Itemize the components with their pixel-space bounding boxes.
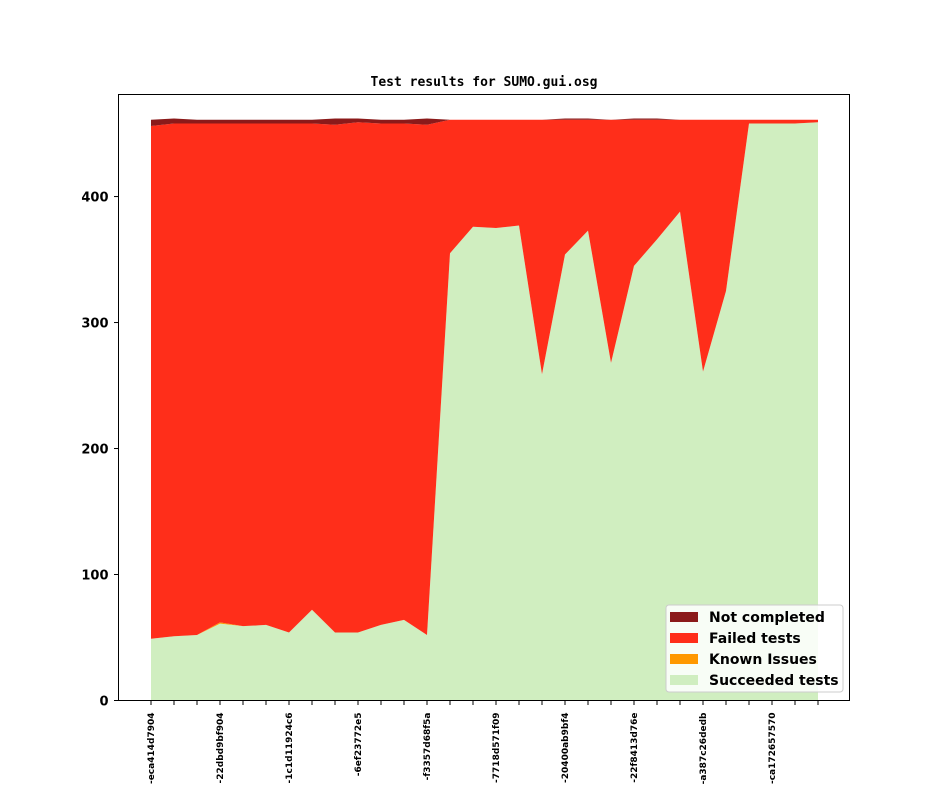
y-tick-label-2: 200 [81, 443, 108, 458]
legend-swatch-0 [670, 612, 698, 622]
legend-box [665, 604, 844, 693]
x-axis: -eca414d7904 -22dbd9bf904 -1c1d11924c6 -6ef… [147, 700, 819, 785]
x-tick-label-2: -1c1d11924c6 [285, 713, 295, 784]
legend-swatch-2 [670, 654, 698, 664]
legend-swatch-3 [670, 675, 698, 685]
stacked-areas [151, 118, 818, 701]
x-tick-label-9: -ca172657570 [768, 713, 778, 785]
x-tick-label-3: -6ef23772e5 [354, 713, 364, 777]
area-series-3 [151, 118, 818, 126]
x-tick-label-4: -f3357d68f5a [423, 713, 433, 781]
x-tick-label-0: -eca414d7904 [147, 713, 157, 785]
y-axis: 0 100 200 300 400 [81, 191, 119, 710]
chart-title: Test results for SUMO.gui.osg [371, 75, 598, 90]
legend-label-3: Succeeded tests [709, 673, 839, 689]
y-tick-label-3: 300 [81, 317, 108, 332]
x-tick-label-8: -a387c26dedb [699, 712, 709, 784]
x-tick-label-7: -22f8413d76e [630, 713, 640, 783]
area-series-0 [151, 122, 818, 701]
y-tick-label-0: 0 [99, 695, 108, 710]
legend-swatch-1 [670, 633, 698, 643]
legend-label-1: Failed tests [709, 631, 801, 647]
x-tick-label-6: -20400ab9bf4 [561, 713, 571, 783]
x-tick-label-1: -22dbd9bf904 [216, 713, 226, 784]
legend-label-0: Not completed [709, 610, 825, 626]
y-tick-label-1: 100 [81, 569, 108, 584]
legend: Not completed Failed tests Known Issues Suc… [665, 604, 844, 693]
legend-label-2: Known Issues [709, 652, 817, 668]
plot-frame [118, 94, 850, 701]
y-tick-label-4: 400 [81, 191, 108, 206]
area-series-2 [151, 119, 818, 639]
x-tick-label-5: -7718d571f09 [492, 713, 502, 783]
